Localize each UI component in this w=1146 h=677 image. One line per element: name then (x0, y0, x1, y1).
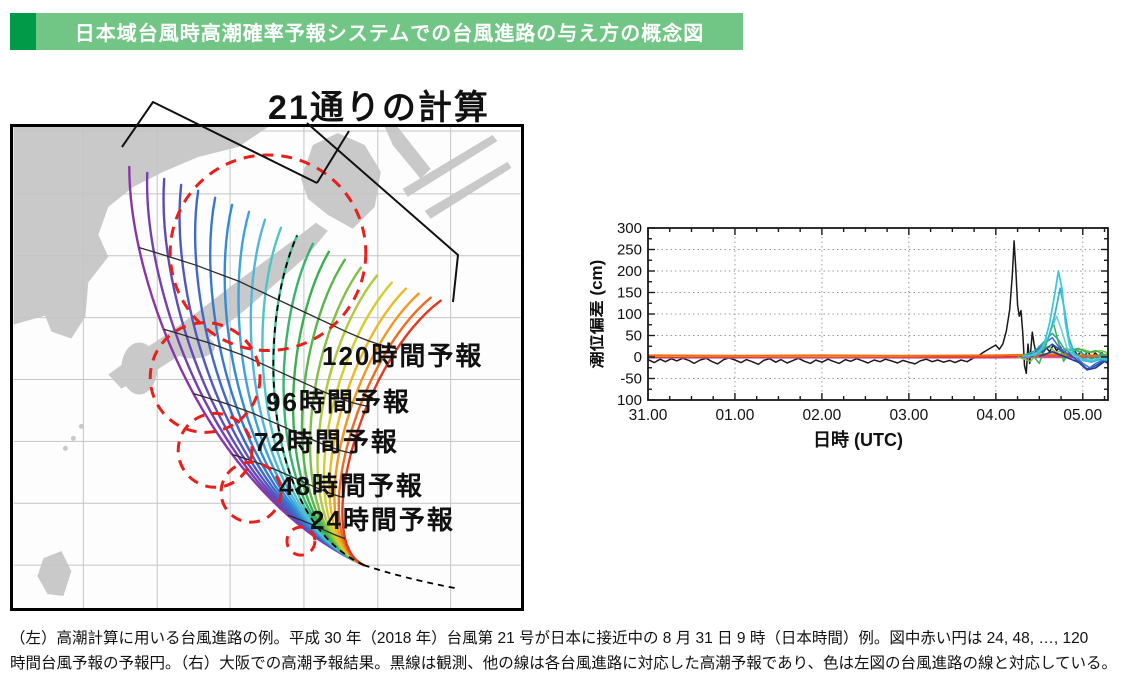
central-track-dashed (272, 235, 455, 589)
series-forecast-cyan2 (1026, 287, 1109, 364)
header-accent-square (10, 13, 36, 50)
series-forecast-cyan1 (1021, 270, 1109, 363)
y-tick-label: 200 (617, 263, 642, 280)
x-tick-label: 31.00 (629, 407, 668, 424)
header-bar: 日本域台風時高潮確率予報システムでの台風進路の与え方の概念図 (36, 13, 743, 50)
label-24h-forecast: 24時間予報 (310, 505, 455, 535)
x-tick-label: 02.00 (803, 407, 842, 424)
y-tick-label: 250 (617, 242, 642, 259)
y-tick-label: 100 (617, 392, 642, 409)
x-tick-label: 05.00 (1063, 407, 1102, 424)
x-tick-label: 01.00 (716, 407, 755, 424)
figure-title: 日本域台風時高潮確率予報システムでの台風進路の与え方の概念図 (74, 23, 705, 45)
y-axis-title: 潮位偏差 (cm) (590, 260, 606, 369)
x-tick-label: 04.00 (976, 407, 1015, 424)
x-tick-label: 03.00 (889, 407, 928, 424)
figure-caption: （左）高潮計算に用いる台風進路の例。平成 30 年（2018 年）台風第 21 … (10, 626, 1140, 676)
y-tick-label: -50 (620, 371, 642, 388)
label-120h-forecast: 120時間予報 (322, 341, 484, 371)
y-tick-label: 100 (617, 306, 642, 323)
series-forecast-blue2 (1030, 343, 1109, 370)
x-axis-title: 日時 (UTC) (813, 430, 903, 450)
figure-header: 日本域台風時高潮確率予報システムでの台風進路の与え方の概念図 (10, 13, 743, 50)
label-48h-forecast: 48時間予報 (279, 471, 424, 501)
series-forecast-blue1 (1021, 336, 1109, 369)
y-tick-label: 0 (634, 349, 642, 366)
label-96h-forecast: 96時間予報 (266, 387, 411, 417)
y-tick-label: 300 (617, 220, 642, 237)
y-tick-label: 50 (625, 328, 642, 345)
map-title: 21通りの計算 (268, 89, 490, 127)
caption-line-2: 時間台風予報の予報円。（右）大阪での高潮予報結果。黒線は観測、他の線は各台風進路… (10, 655, 1118, 672)
surge-forecast-chart: 300 250 200 150 100 50 0 -50 100 31.00 01.00 02.00 0… (586, 220, 1130, 460)
series-forecast-teal (1021, 332, 1109, 360)
caption-line-1: （左）高潮計算に用いる台風進路の例。平成 30 年（2018 年）台風第 21 … (10, 630, 1089, 647)
y-tick-label: 150 (617, 285, 642, 302)
label-72h-forecast: 72時間予報 (254, 427, 399, 457)
series-forecast-green1 (1021, 321, 1109, 365)
series-observation (647, 240, 1109, 375)
forecast-time-arcs (138, 246, 398, 540)
